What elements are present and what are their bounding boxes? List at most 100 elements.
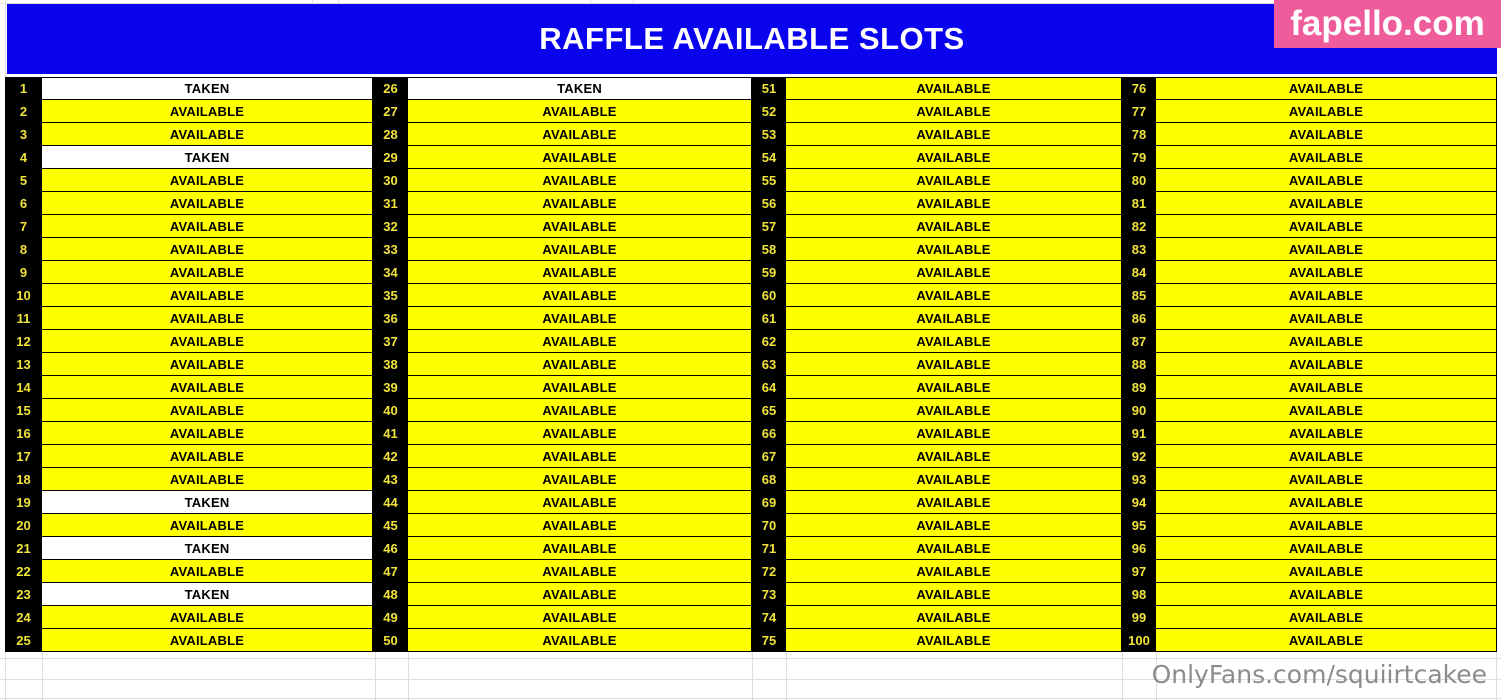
slot-status-cell: AVAILABLE [408,606,752,629]
slot-row: 25 AVAILABLE [5,629,373,652]
slot-row: 10 AVAILABLE [5,284,373,307]
slot-row: 2 AVAILABLE [5,100,373,123]
slot-row: 13 AVAILABLE [5,353,373,376]
slot-status-cell: AVAILABLE [1156,261,1497,284]
slot-number: 23 [5,583,42,606]
slot-number: 4 [5,146,42,169]
slot-row: 5 AVAILABLE [5,169,373,192]
slot-status-cell: AVAILABLE [408,330,752,353]
slot-number: 38 [373,353,408,376]
slot-row: 3 AVAILABLE [5,123,373,146]
slot-number: 42 [373,445,408,468]
slot-status-cell: AVAILABLE [408,560,752,583]
slot-row: 77 AVAILABLE [1122,100,1497,123]
slot-row: 8 AVAILABLE [5,238,373,261]
slot-status-cell: AVAILABLE [408,376,752,399]
slot-row: 60 AVAILABLE [752,284,1122,307]
slot-status-cell: AVAILABLE [42,261,373,284]
slot-row: 100 AVAILABLE [1122,629,1497,652]
slot-row: 84 AVAILABLE [1122,261,1497,284]
slot-number: 55 [752,169,786,192]
slot-row: 53 AVAILABLE [752,123,1122,146]
slot-row: 33 AVAILABLE [373,238,752,261]
slot-status-cell: AVAILABLE [1156,215,1497,238]
slot-status-cell: AVAILABLE [1156,330,1497,353]
slot-number: 70 [752,514,786,537]
slot-number: 73 [752,583,786,606]
slot-status-cell: AVAILABLE [786,560,1122,583]
slot-status-cell: TAKEN [42,77,373,100]
slot-number: 96 [1122,537,1156,560]
grid-line [42,652,43,700]
slot-number: 22 [5,560,42,583]
slot-row: 72 AVAILABLE [752,560,1122,583]
slot-number: 44 [373,491,408,514]
slot-row: 62 AVAILABLE [752,330,1122,353]
slot-status-cell: AVAILABLE [786,629,1122,652]
slot-number: 46 [373,537,408,560]
slot-status-cell: AVAILABLE [786,169,1122,192]
slot-row: 20 AVAILABLE [5,514,373,537]
slot-row: 58 AVAILABLE [752,238,1122,261]
slot-number: 66 [752,422,786,445]
slot-number: 74 [752,606,786,629]
slot-row: 97 AVAILABLE [1122,560,1497,583]
slot-row: 71 AVAILABLE [752,537,1122,560]
slot-status-cell: AVAILABLE [1156,100,1497,123]
slot-number: 12 [5,330,42,353]
slot-status-cell: AVAILABLE [786,77,1122,100]
slot-status-cell: AVAILABLE [408,169,752,192]
slot-status-cell: AVAILABLE [408,123,752,146]
slot-status-cell: AVAILABLE [1156,606,1497,629]
slot-row: 18 AVAILABLE [5,468,373,491]
slot-row: 75 AVAILABLE [752,629,1122,652]
slot-row: 52 AVAILABLE [752,100,1122,123]
slot-row: 16 AVAILABLE [5,422,373,445]
slot-number: 95 [1122,514,1156,537]
slot-status-cell: AVAILABLE [786,606,1122,629]
slot-number: 85 [1122,284,1156,307]
slot-row: 63 AVAILABLE [752,353,1122,376]
slot-number: 68 [752,468,786,491]
slot-status-cell: AVAILABLE [42,123,373,146]
slot-status-cell: AVAILABLE [1156,169,1497,192]
slot-status-cell: AVAILABLE [786,376,1122,399]
header-banner: RAFFLE AVAILABLE SLOTS [7,4,1497,74]
slot-status-cell: AVAILABLE [408,307,752,330]
grid-line [0,698,1501,699]
slot-row: 67 AVAILABLE [752,445,1122,468]
slot-row: 27 AVAILABLE [373,100,752,123]
slot-number: 28 [373,123,408,146]
slot-row: 7 AVAILABLE [5,215,373,238]
slot-status-cell: AVAILABLE [1156,583,1497,606]
slot-row: 76 AVAILABLE [1122,77,1497,100]
slot-status-cell: AVAILABLE [42,100,373,123]
slot-number: 65 [752,399,786,422]
slot-status-cell: AVAILABLE [786,514,1122,537]
slot-row: 43 AVAILABLE [373,468,752,491]
slot-row: 38 AVAILABLE [373,353,752,376]
grid-line [375,652,376,700]
slot-row: 83 AVAILABLE [1122,238,1497,261]
slot-status-cell: AVAILABLE [408,583,752,606]
slot-row: 66 AVAILABLE [752,422,1122,445]
onlyfans-watermark: OnlyFans.com/squiirtcakee [1151,659,1487,689]
slot-status-cell: AVAILABLE [1156,307,1497,330]
slot-number: 50 [373,629,408,652]
slot-number: 9 [5,261,42,284]
slot-status-cell: AVAILABLE [786,146,1122,169]
slot-row: 73 AVAILABLE [752,583,1122,606]
slot-number: 10 [5,284,42,307]
slot-row: 99 AVAILABLE [1122,606,1497,629]
slot-row: 24 AVAILABLE [5,606,373,629]
slot-status-cell: AVAILABLE [1156,629,1497,652]
grid-line [312,0,313,4]
slot-row: 69 AVAILABLE [752,491,1122,514]
slot-status-cell: TAKEN [408,77,752,100]
slot-status-cell: AVAILABLE [786,123,1122,146]
slot-status-cell: AVAILABLE [408,537,752,560]
slot-number: 41 [373,422,408,445]
slot-number: 21 [5,537,42,560]
slot-number: 93 [1122,468,1156,491]
slot-status-cell: AVAILABLE [42,514,373,537]
